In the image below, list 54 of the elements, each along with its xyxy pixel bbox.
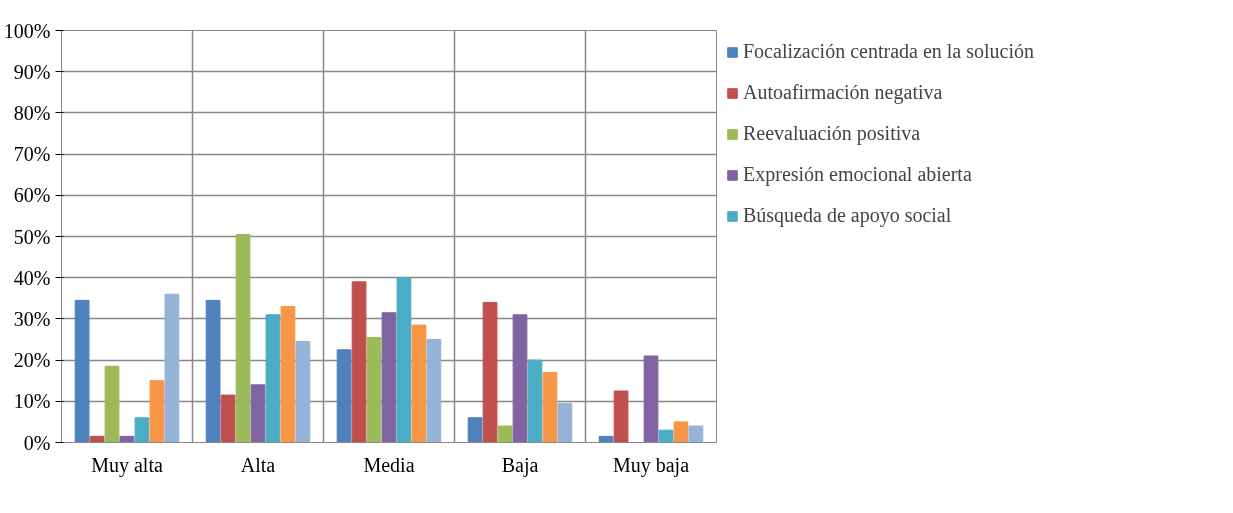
bar xyxy=(336,349,352,443)
bar xyxy=(164,293,180,443)
bar xyxy=(673,421,689,443)
bar xyxy=(643,355,659,443)
bar xyxy=(220,394,236,443)
bar xyxy=(149,380,165,443)
bar xyxy=(74,299,90,443)
bar xyxy=(235,233,251,443)
bar xyxy=(351,281,367,443)
bar xyxy=(396,277,412,443)
bar xyxy=(119,435,135,443)
bar xyxy=(381,312,397,443)
y-tick-label: 70% xyxy=(13,143,51,166)
bar xyxy=(104,365,120,443)
y-tick-label: 100% xyxy=(3,19,51,42)
legend-label: Focalización centrada en la solución xyxy=(743,40,1034,63)
y-tick-label: 20% xyxy=(13,349,51,372)
bar xyxy=(497,425,513,443)
x-tick-label: Muy baja xyxy=(612,453,690,477)
x-tick-label: Media xyxy=(363,453,415,476)
y-tick-label: 80% xyxy=(13,101,51,124)
y-tick-label: 10% xyxy=(13,390,51,413)
y-tick-label: 50% xyxy=(13,225,51,248)
bar xyxy=(527,359,543,443)
bar xyxy=(557,402,573,443)
bar xyxy=(467,417,483,443)
y-tick-label: 90% xyxy=(13,60,51,83)
y-tick-label: 0% xyxy=(23,431,51,454)
bar xyxy=(542,371,558,443)
bar xyxy=(598,435,614,443)
y-tick-label: 30% xyxy=(13,307,51,330)
bar xyxy=(658,429,674,443)
bar xyxy=(280,306,296,443)
y-tick-label: 60% xyxy=(13,184,51,207)
legend-label: Reevaluación positiva xyxy=(743,122,921,145)
legend-label: Búsqueda de apoyo social xyxy=(743,204,952,227)
bar xyxy=(613,390,629,443)
bar xyxy=(482,301,498,443)
y-tick-label: 40% xyxy=(13,266,51,289)
x-tick-label: Muy alta xyxy=(91,453,163,477)
bar xyxy=(265,314,281,443)
bar xyxy=(366,336,382,443)
legend-label: Expresión emocional abierta xyxy=(743,163,972,186)
bar xyxy=(295,341,311,443)
bar xyxy=(250,384,266,443)
bar xyxy=(411,324,427,443)
x-tick-label: Baja xyxy=(501,453,539,477)
bar xyxy=(426,339,442,443)
x-tick-label: Alta xyxy=(240,453,276,476)
bar xyxy=(134,417,150,443)
bar xyxy=(512,314,528,443)
bar xyxy=(688,425,704,443)
bar xyxy=(205,299,221,443)
legend-label: Autoafirmación negativa xyxy=(743,81,943,104)
